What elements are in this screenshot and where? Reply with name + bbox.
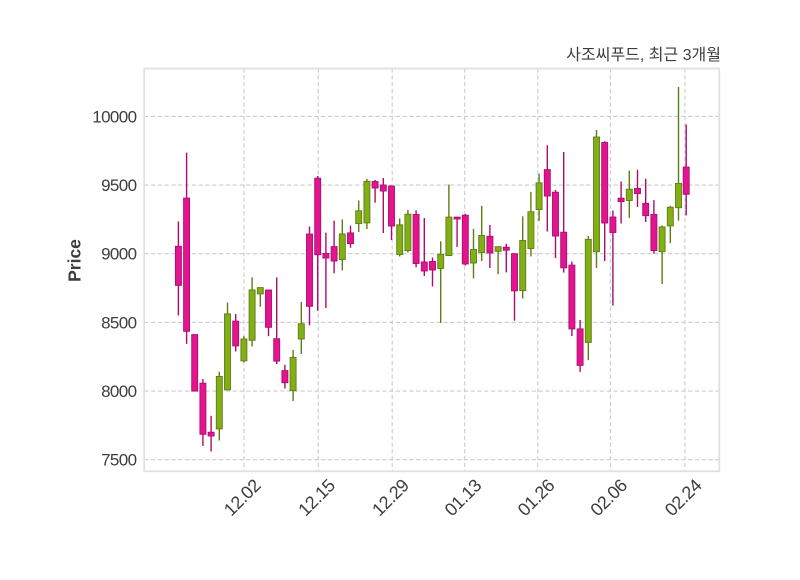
svg-text:9000: 9000	[101, 245, 137, 264]
svg-text:Price: Price	[65, 239, 85, 282]
svg-text:8000: 8000	[101, 382, 137, 401]
svg-text:10000: 10000	[92, 107, 136, 126]
svg-text:8500: 8500	[101, 313, 137, 332]
svg-text:7500: 7500	[101, 451, 137, 470]
svg-text:사조씨푸드, 최근 3개월: 사조씨푸드, 최근 3개월	[566, 46, 721, 64]
svg-text:9500: 9500	[101, 176, 137, 195]
